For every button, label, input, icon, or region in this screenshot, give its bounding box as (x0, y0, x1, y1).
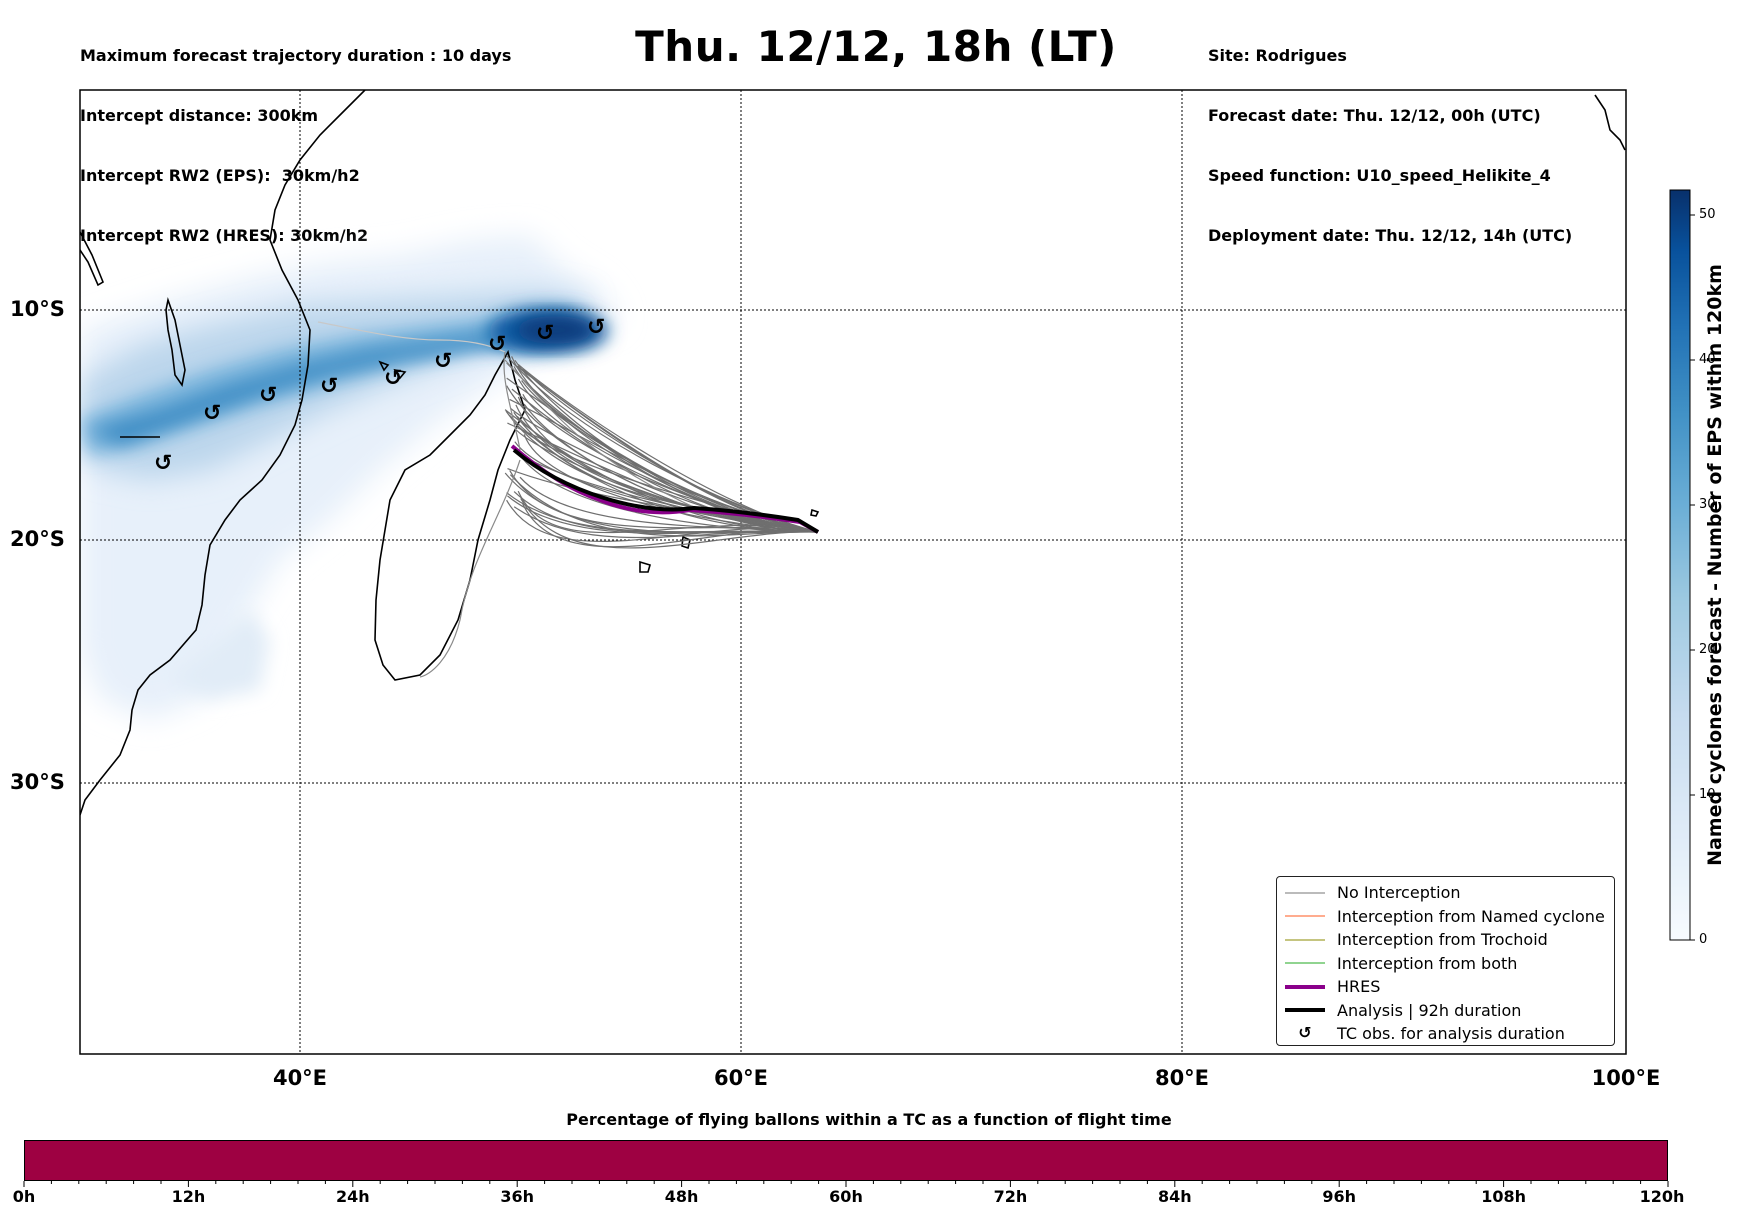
legend-label: HRES (1337, 977, 1381, 997)
tc-observation-markers: ↺ ↺ ↺ ↺ ↺ ↺ ↺ ↺ ↺ (154, 315, 605, 476)
trajectory-line (522, 503, 819, 548)
map-frame (79, 89, 1627, 1055)
cyclone-icon: ↺ (203, 401, 221, 426)
lake-tanganyika (80, 231, 104, 287)
ensemble-trajectories (317, 321, 819, 678)
cyclone-icon: ↺ (154, 451, 172, 476)
trajectory-line (317, 321, 506, 353)
site-line: Forecast date: Thu. 12/12, 00h (UTC) (1208, 106, 1541, 125)
madagascar (374, 349, 526, 681)
site-info: Site: Rodrigues Forecast date: Thu. 12/1… (1208, 6, 1572, 266)
lon-label-40e: 40°E (272, 1066, 328, 1090)
time-tick-label: 72h (993, 1187, 1028, 1206)
param-line: Intercept distance: 300km (80, 106, 319, 125)
rodrigues (810, 508, 820, 517)
trajectory-line (504, 359, 701, 511)
site-line: Deployment date: Thu. 12/12, 14h (UTC) (1208, 226, 1573, 245)
cyclone-icon: ↺ (536, 321, 554, 346)
lon-label-80e: 80°E (1154, 1066, 1210, 1090)
timeseries-title: Percentage of flying ballons within a TC… (566, 1110, 1172, 1129)
colorbar-label: Named cyclones forecast - Number of EPS … (1704, 264, 1726, 866)
legend-label: No Interception (1337, 883, 1461, 903)
trajectory-line (506, 385, 819, 533)
trajectory-line (510, 407, 819, 533)
map-legend: No Interception Interception from Named … (1276, 876, 1615, 1046)
page-title: Thu. 12/12, 18h (LT) (635, 22, 1117, 71)
cyclone-icon: ↺ (1298, 1022, 1312, 1042)
colorbar-tick-label: 30 (1699, 497, 1716, 512)
trajectory-line (513, 506, 819, 539)
colorbar (1669, 189, 1691, 941)
trajectory-line (419, 459, 521, 678)
legend-item-named-cyclone: Interception from Named cyclone (1285, 905, 1606, 929)
legend-label: Interception from both (1337, 953, 1518, 973)
time-tick-label: 36h (500, 1187, 535, 1206)
legend-item-both: Interception from both (1285, 952, 1606, 976)
param-line: Intercept RW2 (EPS): 30km/h2 (80, 166, 360, 185)
time-tick-label: 120h (1639, 1187, 1685, 1206)
trajectory-line (507, 468, 819, 533)
legend-item-trochoid: Interception from Trochoid (1285, 928, 1606, 952)
time-tick-label: 24h (335, 1187, 370, 1206)
cyclone-icon: ↺ (434, 349, 452, 374)
site-line: Speed function: U10_speed_Helikite_4 (1208, 166, 1551, 185)
trajectory-line (520, 498, 819, 549)
time-tick-label: 84h (1157, 1187, 1192, 1206)
legend-label: Analysis | 92h duration (1337, 1000, 1522, 1020)
lake-malawi (165, 296, 186, 387)
time-tick-label: 0h (12, 1187, 36, 1206)
island-north (1594, 94, 1626, 151)
timeseries-ticks (23, 1181, 1669, 1187)
legend-label: Interception from Named cyclone (1337, 906, 1605, 926)
cyclone-density-field (80, 235, 620, 720)
colorbar-tick-label: 0 (1699, 932, 1708, 947)
graticule (80, 90, 1626, 1054)
timeseries-fill (24, 1140, 1668, 1181)
time-tick-label: 12h (171, 1187, 206, 1206)
forecast-parameters: Maximum forecast trajectory duration : 1… (80, 6, 511, 266)
lon-label-100e: 100°E (1591, 1066, 1661, 1090)
legend-item-analysis: Analysis | 92h duration (1285, 999, 1606, 1023)
site-line: Site: Rodrigues (1208, 46, 1347, 65)
trajectory-line (504, 472, 819, 534)
trajectory-line (511, 356, 819, 533)
time-tick-label: 108h (1481, 1187, 1526, 1206)
trajectory-line (503, 351, 521, 451)
time-tick-label: 96h (1322, 1187, 1357, 1206)
colorbar-tick-label: 40 (1699, 352, 1716, 367)
legend-label: TC obs. for analysis duration (1337, 1024, 1565, 1044)
cyclone-icon: ↺ (320, 374, 338, 399)
legend-label: Interception from Trochoid (1337, 930, 1548, 950)
colorbar-ticks (1690, 214, 1695, 941)
lat-label-20s: 20°S (10, 527, 65, 551)
lon-label-60e: 60°E (713, 1066, 769, 1090)
colorbar-tick-label: 20 (1699, 642, 1716, 657)
africa-coast (80, 90, 366, 816)
coastline (80, 90, 1626, 816)
cyclone-icon: ↺ (384, 366, 402, 391)
legend-item-no-interception: No Interception (1285, 881, 1606, 905)
colorbar-tick-label: 50 (1699, 207, 1716, 222)
param-line: Maximum forecast trajectory duration : 1… (80, 46, 512, 65)
colorbar-tick-label: 10 (1699, 787, 1716, 802)
cyclone-icon: ↺ (259, 383, 277, 408)
legend-item-hres: HRES (1285, 975, 1606, 999)
legend-item-tc-obs: ↺ TC obs. for analysis duration (1285, 1022, 1606, 1046)
cyclone-icon: ↺ (587, 315, 605, 340)
timeseries-bar (24, 1140, 1668, 1181)
cyclone-icon: ↺ (488, 332, 506, 357)
time-tick-label: 48h (664, 1187, 699, 1206)
param-line: Intercept RW2 (HRES): 30km/h2 (80, 226, 369, 245)
lat-label-10s: 10°S (10, 297, 65, 321)
reunion (639, 560, 651, 573)
comoros (378, 360, 407, 380)
lat-label-30s: 30°S (10, 770, 65, 794)
analysis-track (512, 448, 820, 534)
time-tick-label: 60h (829, 1187, 863, 1206)
mauritius (681, 535, 691, 550)
trajectory-line (517, 490, 819, 534)
